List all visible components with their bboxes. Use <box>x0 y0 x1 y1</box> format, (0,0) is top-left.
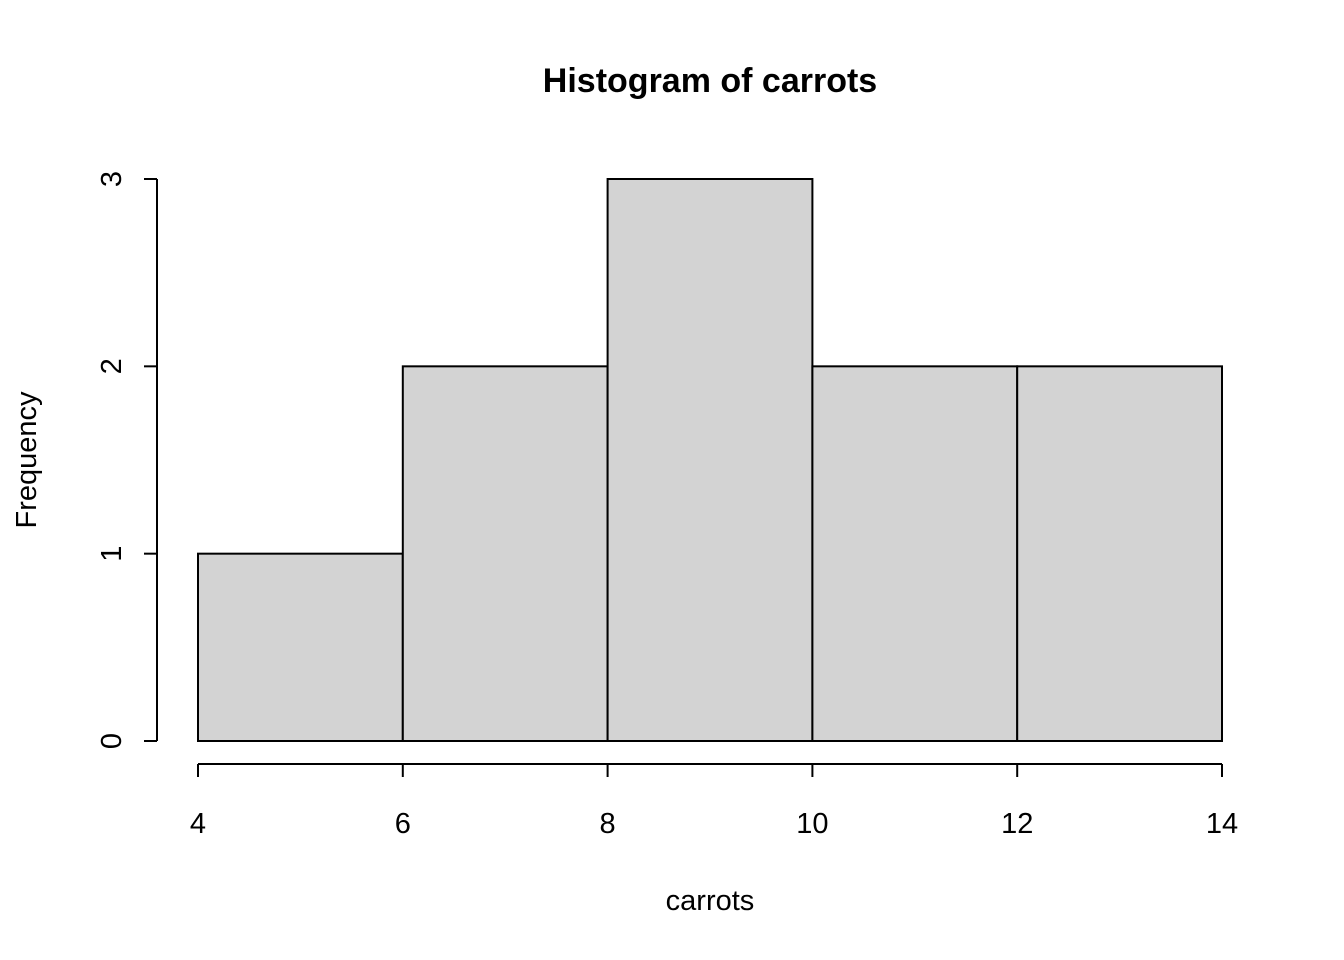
y-tick-label: 3 <box>96 171 128 187</box>
y-axis: 0 1 2 3 <box>96 171 158 749</box>
y-tick-label: 1 <box>96 546 128 562</box>
x-axis-label: carrots <box>666 885 755 917</box>
x-axis: 4 6 8 10 12 14 <box>190 763 1238 840</box>
histogram-bar-1 <box>197 552 404 743</box>
histogram-bar-5 <box>1016 365 1224 742</box>
x-tick-label: 4 <box>190 808 206 840</box>
x-tick-label: 6 <box>395 808 411 840</box>
bars <box>197 178 1224 743</box>
y-tick-label: 2 <box>96 358 128 374</box>
y-axis-label: Frequency <box>11 391 43 529</box>
x-tick-label: 10 <box>796 808 828 840</box>
x-tick-label: 14 <box>1206 808 1238 840</box>
y-tick-label: 0 <box>96 733 128 749</box>
histogram-bar-2 <box>401 365 609 742</box>
histogram-bar-4 <box>811 365 1019 742</box>
x-tick-label: 8 <box>600 808 616 840</box>
x-tick-label: 12 <box>1001 808 1033 840</box>
histogram-bar-3 <box>606 178 814 742</box>
chart-title: Histogram of carrots <box>543 62 877 100</box>
